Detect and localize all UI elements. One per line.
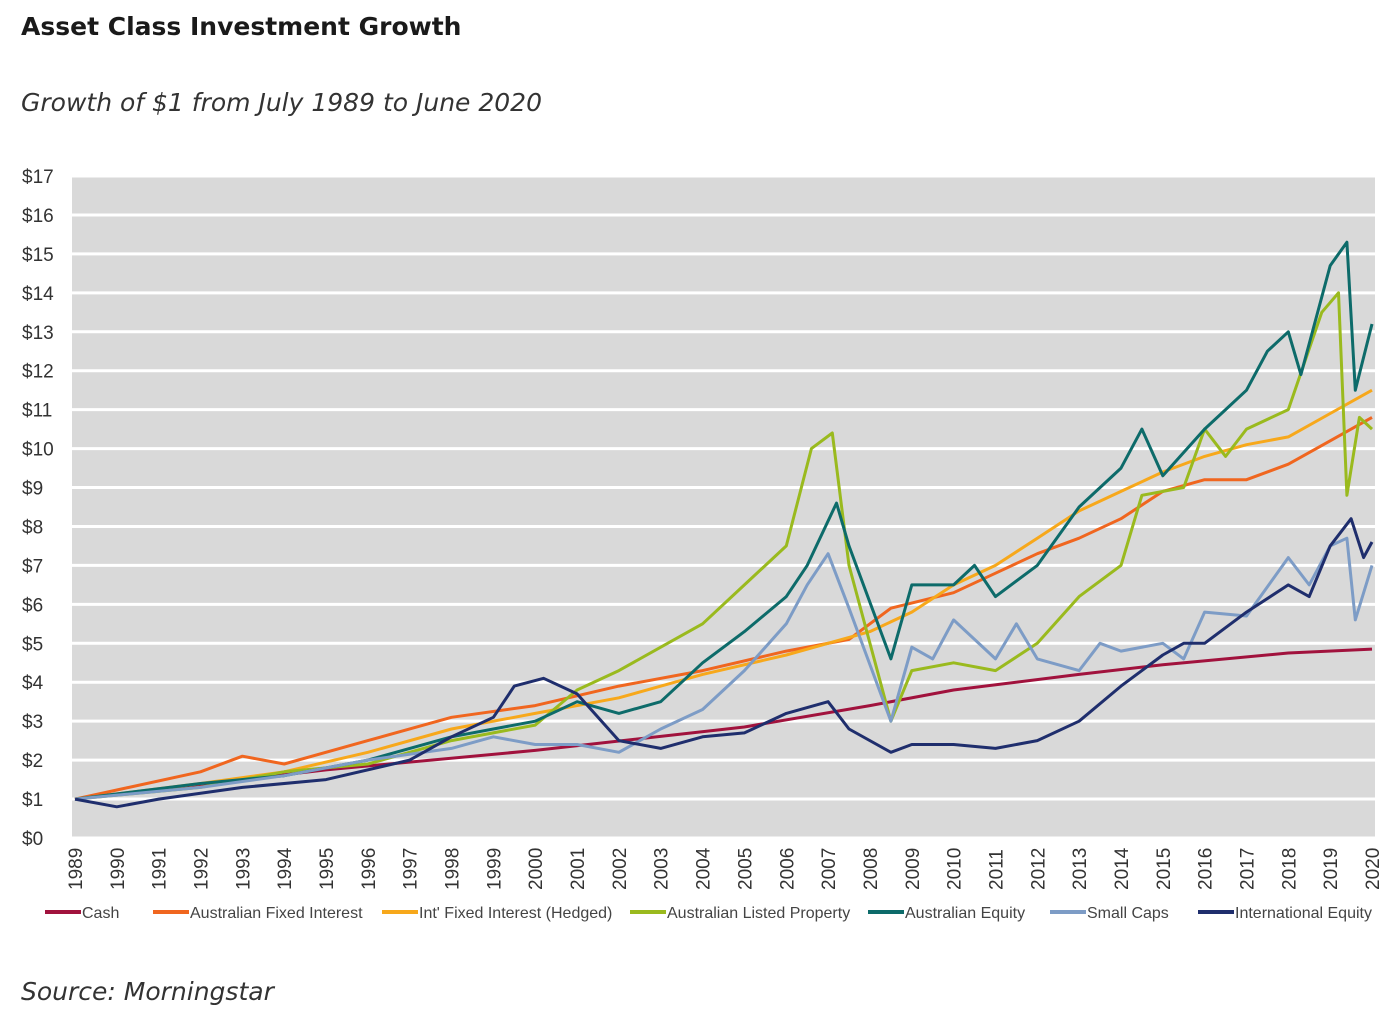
series-line-international-equity [74, 517, 1374, 809]
source-note: Source: Morningstar [21, 977, 274, 1006]
legend-item: Cash [45, 905, 119, 922]
legend-label: Small Caps [1087, 905, 1169, 922]
y-tick-label: $14 [22, 284, 54, 305]
x-tick-label: 1997 [401, 848, 422, 890]
legend-label: Australian Equity [905, 905, 1025, 922]
x-tick-label: 2015 [1154, 848, 1175, 890]
x-tick-label: 1998 [443, 848, 464, 890]
x-tick-label: 2001 [568, 848, 589, 890]
chart-subtitle: Growth of $1 from July 1989 to June 2020 [21, 88, 542, 117]
x-tick-label: 2006 [777, 848, 798, 890]
plot-area [72, 176, 1375, 838]
x-tick-label: 1989 [66, 848, 87, 890]
legend-item: International Equity [1198, 905, 1372, 922]
x-tick-label: 1995 [317, 848, 338, 890]
y-tick-label: $1 [22, 790, 43, 811]
x-tick-label: 2008 [861, 848, 882, 890]
chart-title: Asset Class Investment Growth [21, 12, 462, 41]
legend-label: Australian Fixed Interest [190, 905, 363, 922]
x-tick-label: 2019 [1321, 848, 1342, 890]
x-tick-label: 2010 [945, 848, 966, 890]
y-tick-label: $11 [22, 401, 52, 422]
x-tick-label: 2017 [1237, 848, 1258, 890]
y-tick-label: $7 [22, 556, 43, 577]
legend-label: International Equity [1235, 905, 1372, 922]
legend-item: Australian Equity [868, 905, 1025, 922]
x-tick-label: 2016 [1196, 848, 1217, 890]
y-tick-label: $15 [22, 245, 54, 266]
y-tick-label: $2 [22, 751, 43, 772]
x-tick-label: 2013 [1070, 848, 1091, 890]
x-tick-label: 2000 [526, 848, 547, 890]
legend-item: Australian Listed Property [630, 905, 850, 922]
x-tick-label: 1996 [359, 848, 380, 890]
x-tick-label: 1991 [150, 848, 171, 890]
x-tick-label: 2011 [986, 849, 1007, 890]
legend-label: Int' Fixed Interest (Hedged) [419, 905, 612, 922]
x-tick-label: 1994 [275, 847, 296, 890]
x-tick-label: 2009 [903, 848, 924, 890]
legend-item: Small Caps [1050, 905, 1169, 922]
x-tick-label: 1990 [108, 848, 129, 890]
y-tick-label: $4 [22, 673, 44, 694]
series-line-australian-equity [74, 240, 1374, 801]
series-line-cash [74, 647, 1373, 801]
x-tick-label: 2004 [694, 847, 715, 890]
x-tick-label: 2014 [1112, 847, 1133, 890]
x-tick-label: 2012 [1028, 848, 1049, 890]
y-tick-label: $5 [22, 634, 43, 655]
legend-item: Int' Fixed Interest (Hedged) [382, 905, 612, 922]
x-tick-label: 2020 [1363, 848, 1384, 890]
x-tick-label: 1993 [233, 848, 254, 890]
y-tick-label: $12 [22, 362, 54, 383]
legend-label: Cash [82, 905, 119, 922]
x-tick-label: 2003 [652, 848, 673, 890]
x-tick-label: 1999 [484, 848, 505, 890]
x-tick-label: 2018 [1279, 848, 1300, 890]
legend-label: Australian Listed Property [667, 905, 850, 922]
y-tick-label: $6 [22, 595, 43, 616]
y-tick-label: $3 [22, 712, 43, 733]
x-tick-label: 2007 [819, 848, 840, 890]
y-tick-label: $0 [22, 829, 43, 850]
y-tick-label: $13 [22, 323, 54, 344]
y-tick-label: $17 [22, 167, 54, 188]
y-tick-label: $9 [22, 479, 43, 500]
y-tick-label: $16 [22, 206, 54, 227]
x-tick-label: 1992 [192, 848, 213, 890]
series-line-australian-fixed-interest [74, 416, 1373, 801]
x-tick-label: 2002 [610, 848, 631, 890]
y-tick-label: $8 [22, 517, 43, 538]
legend-item: Australian Fixed Interest [153, 905, 363, 922]
y-tick-label: $10 [22, 440, 54, 461]
series-line-int-fixed-interest-hedged- [74, 388, 1373, 801]
x-tick-label: 2005 [735, 848, 756, 890]
